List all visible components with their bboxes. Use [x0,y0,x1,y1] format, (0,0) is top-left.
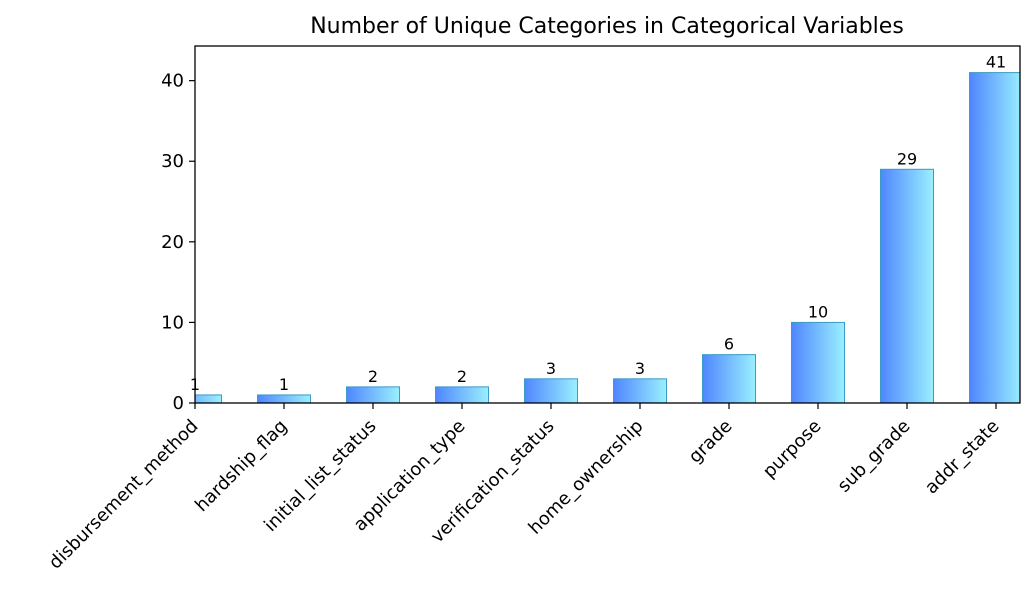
bar-verification_status [524,378,578,403]
y-tick-label-40: 40 [161,71,184,92]
bar-label-application_type: 2 [457,367,467,386]
bar-label-home_ownership: 3 [635,359,645,378]
bar-label-purpose: 10 [808,302,828,321]
y-axis: 0 10 20 30 40 [161,71,195,414]
x-tick-label-hardship_flag: hardship_flag [191,416,291,516]
y-tick-label-30: 30 [161,151,184,172]
bar-label-hardship_flag: 1 [279,375,289,394]
bar-hardship_flag [257,394,311,403]
bar-initial_list_status [346,386,400,403]
chart-title: Number of Unique Categories in Categoric… [310,14,904,39]
bar-label-verification_status: 3 [546,359,556,378]
x-tick-label-addr_state: addr_state [921,416,1004,499]
bar-purpose [791,321,845,403]
bar-label-grade: 6 [724,335,734,354]
bar-grade [702,354,756,403]
y-tick-label-20: 20 [161,232,184,253]
x-tick-label-sub_grade: sub_grade [834,416,915,497]
plot-frame [194,45,1021,404]
bar-sub_grade [880,168,934,403]
bar-addr_state [969,72,1020,403]
bar-label-sub_grade: 29 [897,149,917,168]
x-tick-label-disbursement_method: disbursement_method [45,416,203,574]
bar-label-addr_state: 41 [986,53,1006,72]
bar-disbursement_method [195,394,222,403]
y-tick-label-0: 0 [173,393,184,414]
bar-home_ownership [613,378,667,403]
bar-label-initial_list_status: 2 [368,367,378,386]
x-axis: disbursement_methodhardship_flaginitial_… [45,403,1004,573]
x-tick-label-grade: grade [685,416,737,468]
y-tick-label-10: 10 [161,312,184,333]
bar-application_type [435,386,489,403]
x-tick-label-purpose: purpose [759,416,826,483]
bars-group [195,72,1020,403]
